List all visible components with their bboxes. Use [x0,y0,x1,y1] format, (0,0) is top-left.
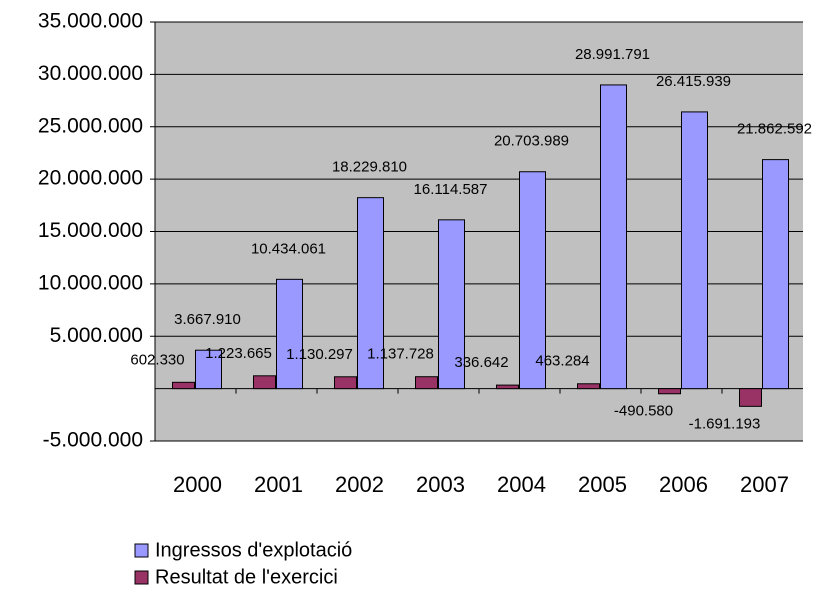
x-tick-label: 2007 [740,472,789,497]
bar [739,388,762,407]
bar [577,383,600,390]
x-tick-label: 2004 [497,472,546,497]
value-label: 28.991.791 [575,46,650,63]
y-tick-label: 5.000.000 [50,324,143,347]
bar [334,376,357,390]
value-label: 3.667.910 [174,311,241,328]
value-label: 26.415.939 [656,73,731,90]
y-tick-label: 10.000.000 [38,271,143,294]
legend-swatch [134,543,149,558]
x-tick-label: 2002 [335,472,384,497]
x-tick-label: 2001 [254,472,303,497]
bar [681,111,708,390]
y-tick-label: 35.000.000 [38,10,143,33]
value-label: 1.223.665 [205,345,272,362]
value-label: -1.691.193 [689,415,761,432]
bar [415,376,438,390]
x-tick-label: 2005 [578,472,627,497]
x-tick-label: 2003 [416,472,465,497]
bar [172,381,195,390]
bar [438,219,465,390]
x-tick-label: 2006 [659,472,708,497]
bar [519,171,546,390]
bar [253,375,276,390]
value-label: 10.434.061 [251,240,326,257]
value-label: 16.114.587 [414,181,488,198]
y-tick-label: 15.000.000 [38,219,143,242]
value-label: 18.229.810 [332,159,407,176]
value-label: -490.580 [614,403,673,420]
bar [658,388,681,395]
value-label: 1.137.728 [367,346,434,363]
value-label: 21.862.592 [737,121,812,138]
y-tick-label: -5.000.000 [43,429,143,452]
bar [276,278,303,390]
x-tick-label: 2000 [173,472,222,497]
legend-label: Resultat de l'exercici [155,566,338,588]
bar [496,384,519,390]
value-label: 1.130.297 [286,346,353,363]
value-label: 602.330 [130,351,184,368]
y-tick-label: 30.000.000 [38,62,143,85]
bar [600,84,627,390]
legend-label: Ingressos d'explotació [155,539,352,561]
legend-swatch [134,570,149,585]
value-label: 463.284 [535,353,589,370]
value-label: 336.642 [454,354,508,371]
y-tick-label: 20.000.000 [38,167,143,190]
bar [357,197,384,390]
value-label: 20.703.989 [494,133,569,150]
y-tick-label: 25.000.000 [38,114,143,137]
bar [762,159,789,390]
bar [195,349,222,390]
